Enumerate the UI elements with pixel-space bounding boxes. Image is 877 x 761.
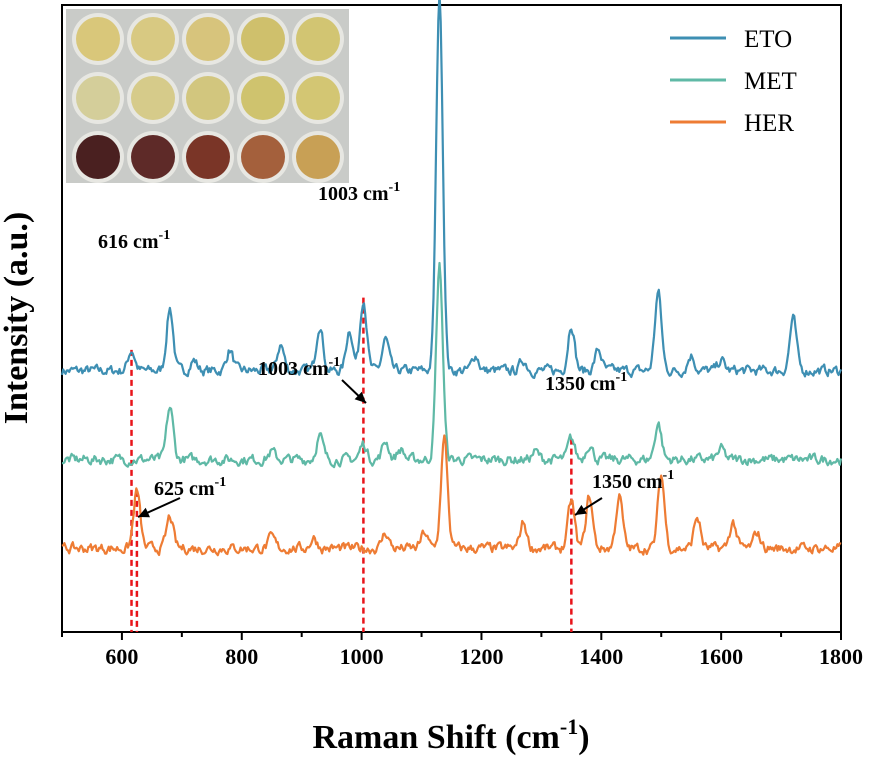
inset-well-2-4	[296, 135, 340, 179]
y-axis-title: Intensity (a.u.)	[0, 212, 35, 425]
peak-annotations: 616 cm-1 1003 cm-1 1003 cm-1 1350 cm-1 625 c…	[98, 180, 674, 518]
legend-label-met: MET	[744, 68, 797, 95]
annotation-arrow-head-met-1003	[354, 391, 366, 403]
annotation-arrow-head-her-1350	[575, 504, 587, 515]
inset-well-2-2	[186, 135, 230, 179]
x-axis-title-open-paren: (	[505, 719, 516, 756]
inset-well-2-3	[241, 135, 285, 179]
x-axis-unit-sup: -1	[560, 714, 578, 739]
inset-well-0-1	[131, 17, 175, 61]
inset-well-0-2	[186, 17, 230, 61]
x-tick-label-1000: 1000	[340, 644, 384, 669]
annotation-label-eto-616: 616 cm-1	[98, 228, 170, 253]
annotation-arrow-head-her-625	[138, 507, 150, 518]
legend-label-eto: ETO	[744, 26, 792, 53]
annotation-label-met-1350: 1350 cm-1	[545, 370, 627, 395]
annotation-label-her-625: 625 cm-1	[154, 475, 226, 500]
inset-well-1-3	[241, 76, 285, 120]
spectra	[60, 0, 843, 557]
inset-well-0-0	[76, 17, 120, 61]
x-tick-label-1200: 1200	[459, 644, 503, 669]
annotation-label-met-1003: 1003 cm-1	[258, 355, 340, 380]
inset-well-1-1	[131, 76, 175, 120]
x-tick-label-800: 800	[225, 644, 258, 669]
annotation-label-eto-1003: 1003 cm-1	[318, 180, 400, 205]
inset-well-0-3	[241, 17, 285, 61]
series-line-her	[61, 434, 842, 557]
legend-label-her: HER	[744, 110, 794, 137]
reference-lines	[130, 297, 573, 632]
legend: ETO MET HER	[670, 26, 797, 137]
x-axis-unit-base: cm	[516, 719, 559, 756]
x-tick-label-1600: 1600	[699, 644, 743, 669]
plot-frame	[61, 4, 842, 633]
inset-well-1-4	[296, 76, 340, 120]
x-tick-label-600: 600	[105, 644, 138, 669]
inset-well-2-1	[131, 135, 175, 179]
inset-well-0-4	[296, 17, 340, 61]
inset-well-2-0	[76, 135, 120, 179]
series-line-eto	[60, 0, 843, 379]
inset-well-1-0	[76, 76, 120, 120]
inset-well-1-2	[186, 76, 230, 120]
annotation-label-her-1350: 1350 cm-1	[592, 468, 674, 493]
x-tick-label-1400: 1400	[579, 644, 623, 669]
x-axis-title-main: Raman Shift	[312, 719, 497, 756]
x-axis-title: Raman Shift (cm-1)	[312, 714, 589, 756]
x-tick-label-1800: 1800	[819, 644, 863, 669]
well-plate-inset-photo	[66, 9, 349, 183]
x-axis-title-close-paren: )	[578, 719, 589, 756]
x-axis-ticks: 600 800 1000 1200 1400 1600 1800	[61, 632, 863, 669]
series-line-met	[61, 261, 843, 469]
